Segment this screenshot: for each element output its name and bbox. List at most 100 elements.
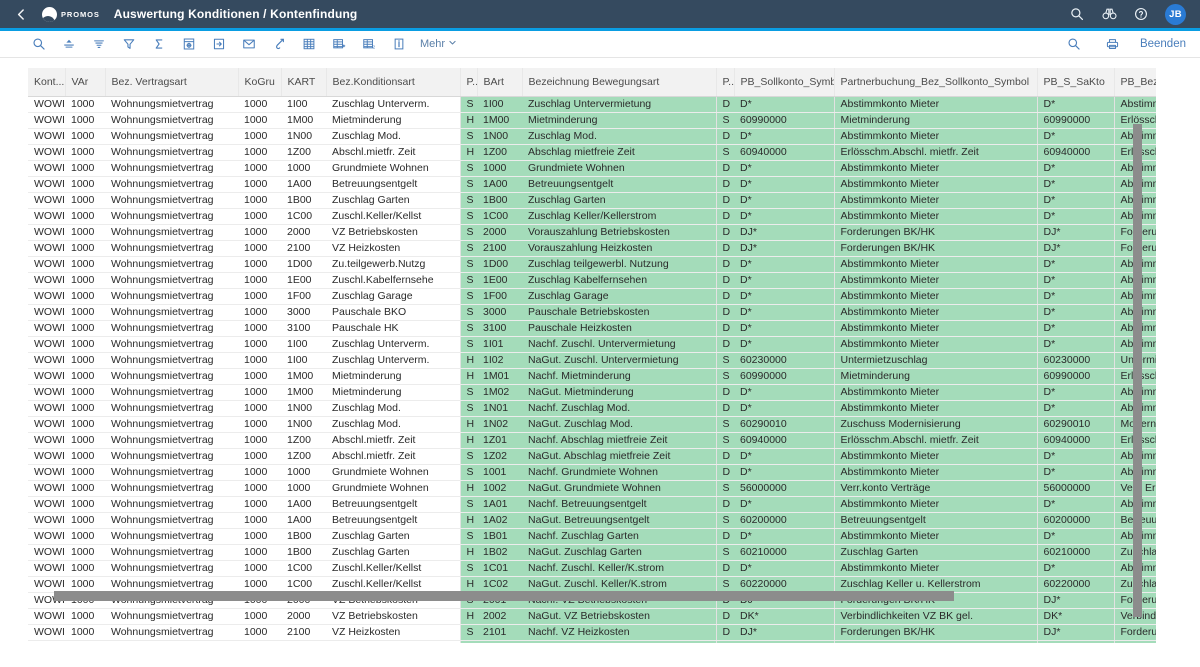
cell-pbez[interactable]: Zuschuss Modernisierung: [833, 416, 1037, 433]
toolbar-layout-settings-button[interactable]: [178, 34, 199, 55]
column-header-kogru[interactable]: KoGru: [238, 68, 282, 97]
cell-var[interactable]: 1000: [65, 336, 105, 353]
cell-kogru[interactable]: 1000: [238, 368, 281, 385]
cell-kont[interactable]: WOWI: [28, 640, 65, 643]
cell-bezk[interactable]: Zuschlag Garten: [326, 544, 460, 561]
cell-bart[interactable]: 1E00: [477, 272, 522, 289]
cell-bezb[interactable]: Nachf. Betreuungsentgelt: [522, 496, 716, 513]
toolbar-sort-descending-button[interactable]: [88, 34, 109, 55]
cell-pbsym[interactable]: 60940000: [734, 432, 834, 449]
cell-bezv[interactable]: Wohnungsmietvertrag: [105, 272, 238, 289]
cell-bart[interactable]: 2002: [477, 608, 522, 625]
cell-pbsym[interactable]: D*: [734, 448, 834, 465]
toolbar-link-button[interactable]: [268, 34, 289, 55]
cell-bart[interactable]: 1M02: [477, 384, 522, 401]
cell-bart[interactable]: 2101: [477, 624, 522, 641]
cell-kogru[interactable]: 1000: [238, 304, 281, 321]
cell-bezb[interactable]: Nachf. Zuschl. Keller/K.strom: [522, 560, 716, 577]
cell-p1[interactable]: S: [459, 272, 477, 289]
cell-p1[interactable]: S: [459, 448, 477, 465]
cell-p2[interactable]: D: [715, 160, 734, 177]
cell-pbsak[interactable]: D*: [1036, 208, 1114, 225]
cell-bart[interactable]: 1Z02: [477, 448, 522, 465]
cell-p2[interactable]: D: [715, 624, 734, 641]
cell-var[interactable]: 1000: [65, 432, 105, 449]
cell-pbsym[interactable]: D*: [734, 304, 834, 321]
cell-p2[interactable]: D: [715, 320, 734, 337]
cell-bezb[interactable]: Nachf. VZ Heizkosten: [522, 624, 716, 641]
cell-bezk[interactable]: Pauschale HK: [326, 320, 460, 337]
cell-var[interactable]: 1000: [65, 416, 105, 433]
cell-p1[interactable]: H: [459, 576, 477, 593]
column-header-kont[interactable]: Kont...: [28, 68, 66, 97]
cell-bezb[interactable]: NaGut. Betreuungsentgelt: [522, 512, 716, 529]
cell-bezv[interactable]: Wohnungsmietvertrag: [105, 144, 238, 161]
cell-pbsym[interactable]: D*: [734, 336, 834, 353]
cell-pbsak[interactable]: D*: [1036, 304, 1114, 321]
header-search-button[interactable]: [1069, 6, 1085, 22]
cell-bezk[interactable]: Mietminderung: [326, 112, 460, 129]
cell-p2[interactable]: D: [715, 528, 734, 545]
cell-pbez[interactable]: Abstimmkonto Mieter: [833, 448, 1037, 465]
cell-kont[interactable]: WOWI: [28, 176, 65, 193]
cell-bezv[interactable]: Wohnungsmietvertrag: [105, 224, 238, 241]
cell-pbsak[interactable]: D*: [1036, 464, 1114, 481]
cell-pbsym[interactable]: D*: [734, 96, 834, 113]
table-row[interactable]: WOWI 1000 Wohnungsmietvertrag 1000 1N00 Zusch…: [28, 128, 1170, 145]
table-row[interactable]: WOWI 1000 Wohnungsmietvertrag 1000 1Z00 Absch…: [28, 448, 1170, 465]
cell-bart[interactable]: 1A01: [477, 496, 522, 513]
cell-bezv[interactable]: Wohnungsmietvertrag: [105, 576, 238, 593]
cell-p1[interactable]: S: [459, 176, 477, 193]
cell-kont[interactable]: WOWI: [28, 112, 65, 129]
cell-p1[interactable]: S: [459, 256, 477, 273]
cell-bart[interactable]: 1002: [477, 480, 522, 497]
cell-pbsym[interactable]: DK*: [734, 608, 834, 625]
cell-kogru[interactable]: 1000: [238, 528, 281, 545]
toolbar-sort-ascending-button[interactable]: [58, 34, 79, 55]
cell-pbez[interactable]: Verbindlichkeiten VZ HK gel.: [833, 640, 1037, 643]
cell-p1[interactable]: H: [459, 512, 477, 529]
cell-pbsym[interactable]: 60200000: [734, 512, 834, 529]
cell-bezb[interactable]: Zuschlag teilgewerbl. Nutzung: [522, 256, 716, 273]
horizontal-scrollbar-thumb[interactable]: [54, 591, 954, 601]
cell-p1[interactable]: H: [459, 608, 477, 625]
cell-kogru[interactable]: 1000: [238, 224, 281, 241]
cell-p1[interactable]: H: [459, 544, 477, 561]
cell-bezv[interactable]: Wohnungsmietvertrag: [105, 400, 238, 417]
cell-pbsak[interactable]: D*: [1036, 176, 1114, 193]
cell-bezb[interactable]: Nachf. Abschlag mietfreie Zeit: [522, 432, 716, 449]
cell-bezb[interactable]: Abschlag mietfreie Zeit: [522, 144, 716, 161]
cell-p1[interactable]: S: [459, 224, 477, 241]
cell-var[interactable]: 1000: [65, 208, 105, 225]
cell-kont[interactable]: WOWI: [28, 192, 65, 209]
cell-p2[interactable]: S: [715, 512, 734, 529]
cell-var[interactable]: 1000: [65, 320, 105, 337]
cell-pbez[interactable]: Forderungen BK/HK: [833, 240, 1037, 257]
cell-bart[interactable]: 2000: [477, 224, 522, 241]
cell-p2[interactable]: D: [715, 400, 734, 417]
cell-bezb[interactable]: NaGut. Zuschlag Mod.: [522, 416, 716, 433]
cell-kogru[interactable]: 1000: [238, 480, 281, 497]
cell-p1[interactable]: S: [459, 496, 477, 513]
cell-kart[interactable]: 1I00: [281, 96, 326, 113]
table-row[interactable]: WOWI 1000 Wohnungsmietvertrag 1000 1C00 Zusch…: [28, 576, 1170, 593]
cell-kart[interactable]: 3100: [281, 320, 326, 337]
cell-pbsak[interactable]: D*: [1036, 272, 1114, 289]
cell-kont[interactable]: WOWI: [28, 256, 65, 273]
cell-p2[interactable]: D: [715, 384, 734, 401]
cell-pbsym[interactable]: D*: [734, 272, 834, 289]
cell-var[interactable]: 1000: [65, 352, 105, 369]
cell-var[interactable]: 1000: [65, 400, 105, 417]
cell-kart[interactable]: 1M00: [281, 384, 326, 401]
cell-pbsym[interactable]: D*: [734, 160, 834, 177]
cell-bezv[interactable]: Wohnungsmietvertrag: [105, 320, 238, 337]
cell-bart[interactable]: 1M00: [477, 112, 522, 129]
toolbar-sum-button[interactable]: [148, 34, 169, 55]
toolbar-find-button[interactable]: [1064, 34, 1085, 55]
cell-bart[interactable]: 1B02: [477, 544, 522, 561]
cell-kogru[interactable]: 1000: [238, 448, 281, 465]
cell-p2[interactable]: D: [715, 208, 734, 225]
cell-bezk[interactable]: Zu.teilgewerb.Nutzg: [326, 256, 460, 273]
